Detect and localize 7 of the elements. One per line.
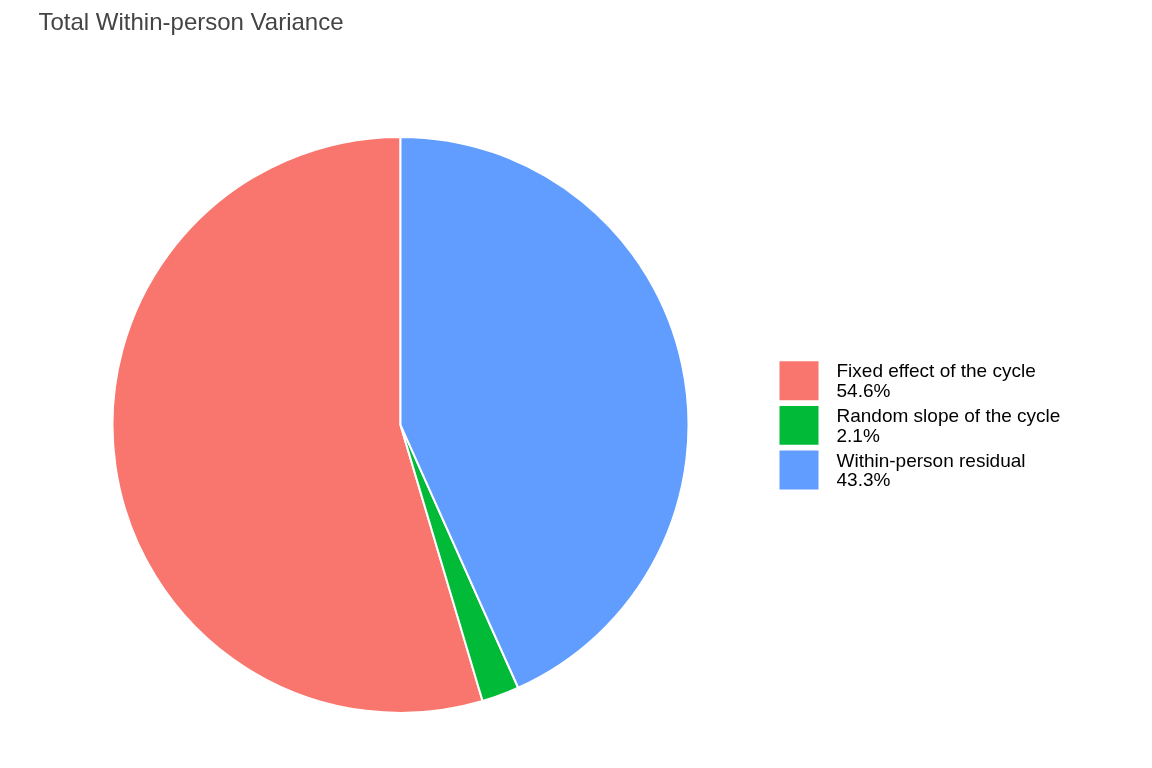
chart-title: Total Within-person Variance bbox=[38, 7, 344, 35]
legend-label: Random slope of the cycle bbox=[836, 404, 1061, 426]
data-label: 2.1% bbox=[836, 424, 880, 446]
legend-label: Within-person residual bbox=[836, 449, 1026, 471]
data-label: 54.6% bbox=[836, 380, 891, 402]
legend-label: Fixed effect of the cycle bbox=[836, 360, 1036, 382]
data-label: 43.3% bbox=[836, 469, 891, 491]
